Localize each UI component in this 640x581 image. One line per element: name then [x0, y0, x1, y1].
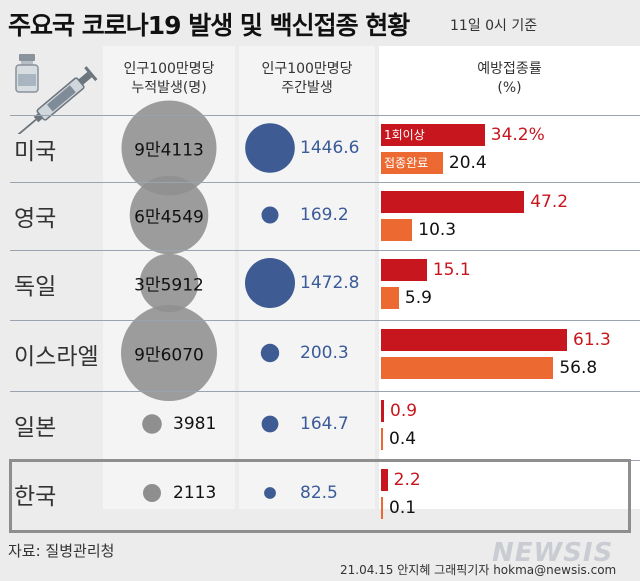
cumulative-value-label: 3981: [173, 414, 217, 434]
first-dose-bar: [381, 259, 427, 281]
cumulative-bubble: [143, 484, 161, 502]
cumulative-bubble: [139, 253, 199, 313]
complete-value-label: 0.4: [389, 429, 417, 449]
credit-line: 21.04.15 안지혜 그래픽기자 hokma@newsis.com: [340, 563, 617, 577]
column-header-cumulative: 인구100만명당 누적발생(명): [123, 61, 215, 96]
complete-dose-bar: [381, 497, 383, 519]
complete-dose-bar: [381, 152, 443, 174]
date-basis: 11일 0시 기준: [450, 18, 538, 34]
complete-dose-bar: [381, 287, 399, 309]
first-dose-bar: [381, 124, 485, 146]
weekly-value-label: 1446.6: [300, 138, 360, 158]
vaccine-syringe-icon: [15, 54, 98, 134]
weekly-bubble: [261, 415, 279, 433]
country-label-1: 영국: [14, 206, 57, 232]
newsis-logo: NEWSIS: [492, 538, 614, 568]
chart-title: 주요국 코로나19 발생 및 백신접종 현황: [8, 11, 410, 40]
complete-dose-bar: [381, 219, 413, 241]
country-label-3: 이스라엘: [14, 344, 99, 370]
cumulative-bubble: [121, 305, 217, 401]
cumulative-value-label: 9만4113: [134, 140, 204, 161]
complete-value-label: 20.4: [448, 153, 487, 173]
country-label-2: 독일: [14, 274, 57, 300]
first-dose-value-label: 61.3: [573, 330, 611, 350]
first-dose-bar: [381, 469, 388, 491]
weekly-bubble: [245, 258, 295, 308]
weekly-value-label: 82.5: [300, 483, 338, 503]
country-label-5: 한국: [14, 484, 57, 510]
first-dose-value-label: 34.2%: [490, 125, 545, 145]
source-note: 자료: 질병관리청: [8, 542, 115, 560]
complete-value-label: 56.8: [559, 358, 598, 378]
first-dose-value-label: 2.2: [393, 470, 421, 490]
cumulative-bubble: [121, 100, 217, 196]
row-divider: [10, 320, 640, 321]
weekly-value-label: 164.7: [300, 414, 349, 434]
weekly-value-label: 169.2: [300, 205, 349, 225]
country-label-0: 미국: [14, 139, 57, 165]
weekly-bubble: [245, 123, 295, 173]
weekly-bubble: [264, 487, 276, 499]
complete-value-label: 10.3: [418, 220, 457, 240]
row-divider: [10, 115, 640, 116]
complete-dose-bar: [381, 428, 383, 450]
legend-complete-tag: 접종완료: [384, 156, 429, 170]
cumulative-bubble: [142, 414, 162, 434]
legend-first-dose-tag: 1회이상: [384, 128, 425, 142]
weekly-value-label: 200.3: [300, 343, 349, 363]
first-dose-value-label: 15.1: [432, 260, 471, 280]
row-divider: [10, 391, 640, 392]
first-dose-value-label: 47.2: [530, 192, 569, 212]
cumulative-value-label: 2113: [173, 483, 217, 503]
row-divider: [10, 182, 640, 183]
korea-highlight-box: [9, 459, 631, 533]
country-label-4: 일본: [14, 415, 57, 441]
syringe-icon: [17, 66, 98, 134]
complete-value-label: 0.1: [389, 498, 417, 518]
first-dose-bar: [381, 191, 525, 213]
column-header-vaccination: 예방접종률 (%): [477, 61, 542, 96]
cumulative-bubble: [129, 175, 209, 255]
weekly-bubble: [260, 343, 280, 363]
cumulative-value-label: 9만6070: [134, 345, 204, 366]
cumulative-value-label: 6만4549: [134, 207, 204, 228]
complete-value-label: 5.9: [404, 288, 432, 308]
first-dose-value-label: 0.9: [390, 401, 418, 421]
first-dose-bar: [381, 329, 567, 351]
column-header-weekly: 인구100만명당 주간발생: [261, 61, 353, 96]
weekly-value-label: 1472.8: [300, 273, 360, 293]
weekly-bubble: [261, 206, 279, 224]
cumulative-value-label: 3만5912: [134, 275, 204, 296]
first-dose-bar: [381, 400, 384, 422]
complete-dose-bar: [381, 357, 554, 379]
vial-icon: [15, 54, 39, 93]
row-divider: [10, 250, 640, 251]
